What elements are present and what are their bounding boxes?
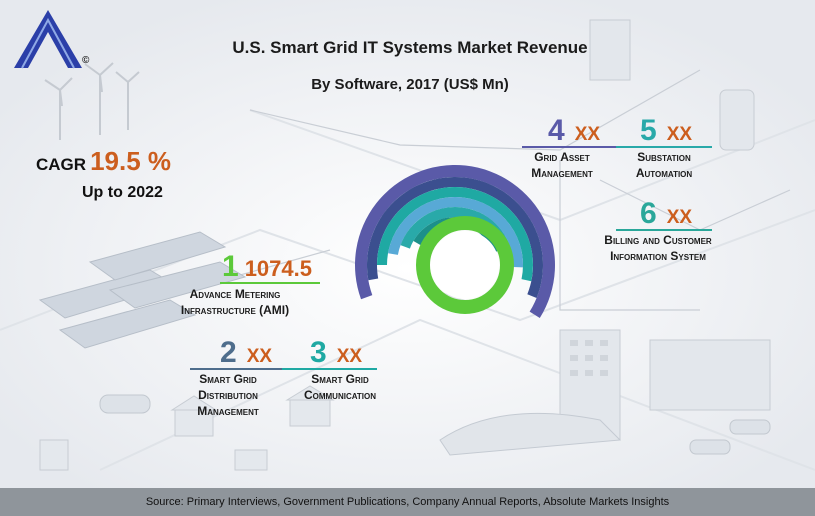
- segment-4-rule: [522, 146, 616, 148]
- radial-arc-4: [388, 197, 523, 268]
- segment-3: 3 XX: [282, 336, 377, 370]
- logo-icon: [14, 10, 82, 69]
- segment-5-value: XX: [666, 124, 693, 145]
- cagr-label: CAGR: [36, 155, 87, 174]
- cagr-period: Up to 2022: [82, 184, 163, 201]
- source-footer: Source: Primary Interviews, Government P…: [0, 488, 815, 516]
- segment-6-label: Billing and Customer Information System: [604, 233, 712, 263]
- segment-2-rank: 2: [220, 336, 237, 369]
- segment-5: 5 XX: [616, 114, 712, 148]
- segment-1-rule: [220, 282, 320, 284]
- cagr-value: 19.5 %: [90, 146, 172, 176]
- segment-5-label: Substation Automation: [635, 150, 693, 180]
- radial-arc-5: [400, 207, 513, 259]
- radial-arc-1: [355, 165, 555, 318]
- segment-5-rule: [616, 146, 712, 148]
- segment-4-label: Grid Asset Management: [531, 150, 593, 180]
- copyright-symbol: ©: [82, 55, 90, 66]
- segment-6: 6 XX: [616, 197, 712, 231]
- center-ring: [416, 216, 514, 314]
- segment-4-value: XX: [574, 124, 601, 145]
- segment-2-rule: [190, 368, 285, 370]
- segment-4: 4 XX: [522, 114, 616, 148]
- radial-segment-chart: [355, 165, 555, 318]
- segment-3-value: XX: [336, 346, 363, 367]
- segment-3-rank: 3: [310, 336, 327, 369]
- segment-6-value: XX: [666, 207, 693, 228]
- segment-3-label: Smart Grid Communication: [303, 372, 377, 402]
- segment-2-value: XX: [246, 346, 273, 367]
- chart-title: U.S. Smart Grid IT Systems Market Revenu…: [232, 38, 588, 57]
- segment-1-label: Advance Metering Infrastructure (AMI): [180, 287, 290, 317]
- segment-5-rank: 5: [640, 114, 657, 147]
- segment-6-rule: [616, 229, 712, 231]
- chart-subtitle: By Software, 2017 (US$ Mn): [311, 76, 509, 93]
- segment-6-rank: 6: [640, 197, 657, 230]
- segment-4-rank: 4: [548, 114, 565, 147]
- segment-2: 2 XX: [190, 336, 285, 370]
- segment-1-value: 1074.5: [244, 256, 312, 281]
- segment-2-label: Smart Grid Distribution Management: [197, 372, 259, 418]
- segment-1: 1 1074.5: [220, 250, 320, 284]
- cagr-readout: CAGR 19.5 %: [36, 146, 171, 177]
- segment-3-rule: [282, 368, 377, 370]
- center-disc: [431, 231, 499, 299]
- segment-1-rank: 1: [222, 250, 239, 283]
